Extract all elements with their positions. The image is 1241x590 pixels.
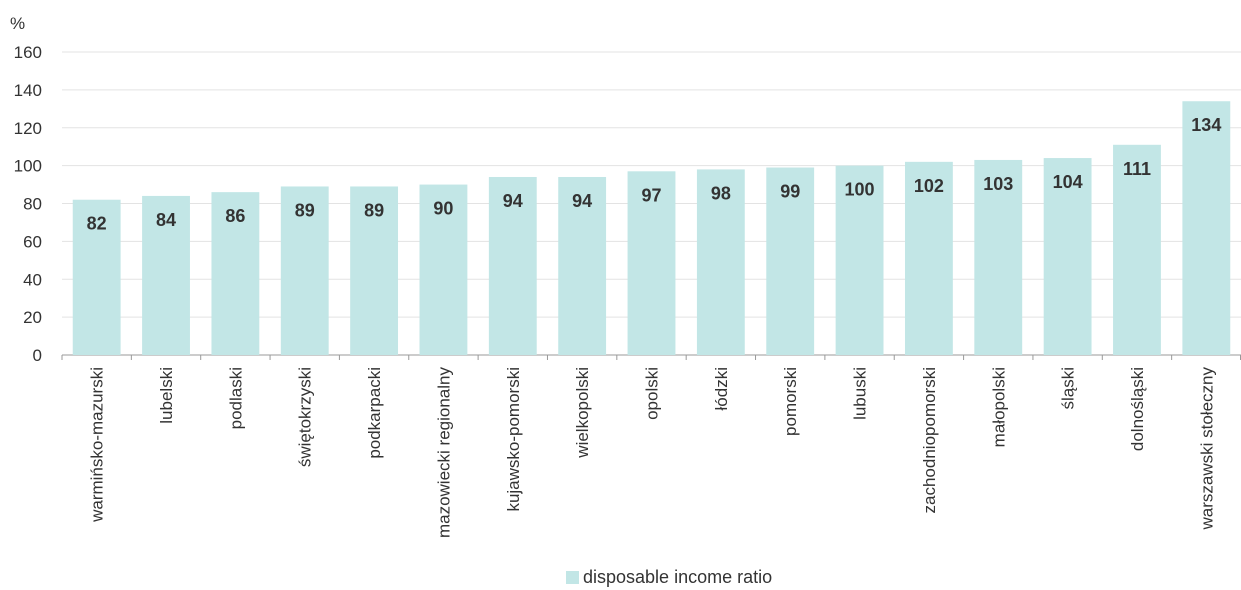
y-tick-label: 60 [23, 232, 42, 251]
bar [627, 171, 676, 355]
x-tick-label: podlaski [226, 367, 245, 429]
y-tick-label: 100 [14, 157, 42, 176]
data-label: 97 [641, 185, 661, 205]
y-tick-label: 120 [14, 119, 42, 138]
x-tick-label: śląski [1059, 367, 1078, 410]
x-tick-label: kujawsko-pomorski [504, 367, 523, 512]
x-tick-label: dolnośląski [1128, 367, 1147, 451]
data-label: 99 [780, 182, 800, 202]
data-label: 94 [572, 191, 592, 211]
data-label: 90 [433, 199, 453, 219]
y-tick-label: 140 [14, 81, 42, 100]
bar [558, 176, 607, 355]
bar [696, 169, 745, 355]
bar [835, 165, 884, 355]
x-tick-label: świętokrzyski [296, 367, 315, 467]
legend-label: disposable income ratio [583, 567, 773, 587]
data-label: 89 [364, 200, 384, 220]
x-tick-label: pomorski [781, 367, 800, 436]
data-label: 103 [983, 174, 1013, 194]
bar [1113, 144, 1161, 355]
data-label: 94 [503, 191, 523, 211]
x-tick-label: mazowiecki regionalny [434, 367, 453, 539]
data-label: 100 [845, 180, 875, 200]
data-label: 111 [1123, 159, 1151, 179]
bar [211, 192, 260, 355]
y-tick-label: 80 [23, 195, 42, 214]
y-tick-label: 160 [14, 43, 42, 62]
y-tick-label: 40 [23, 270, 42, 289]
x-tick-label: lubelski [157, 367, 176, 424]
data-label: 89 [295, 200, 315, 220]
data-label: 102 [914, 176, 944, 196]
bar [419, 184, 468, 355]
data-label: 82 [87, 214, 107, 234]
bar [1182, 101, 1231, 355]
bar [766, 167, 815, 355]
bar [350, 186, 399, 355]
data-label: 98 [711, 183, 731, 203]
bar [904, 161, 953, 355]
y-axis-unit-label: % [10, 14, 26, 33]
bar [974, 159, 1023, 355]
bar [142, 195, 190, 355]
y-tick-label: 0 [33, 346, 42, 365]
x-tick-label: warmińsko-mazurski [88, 367, 107, 523]
y-tick-label: 20 [23, 308, 42, 327]
legend-swatch [566, 571, 579, 584]
x-tick-label: wielkopolski [573, 367, 592, 459]
data-label: 86 [225, 206, 245, 226]
x-tick-label: opolski [643, 367, 662, 420]
x-tick-label: łódzki [712, 367, 731, 410]
x-tick-label: zachodniopomorski [920, 367, 939, 513]
bar [1043, 158, 1092, 355]
data-label: 134 [1191, 115, 1221, 135]
bar [72, 199, 121, 355]
x-tick-label: lubuski [851, 367, 870, 420]
x-tick-label: małopolski [989, 367, 1008, 447]
legend: disposable income ratio [566, 567, 772, 588]
data-label: 84 [156, 210, 176, 230]
bar [488, 176, 537, 355]
x-tick-label: warszawski stołeczny [1197, 367, 1216, 531]
data-label: 104 [1053, 172, 1083, 192]
bar [280, 186, 329, 355]
x-tick-label: podkarpacki [365, 367, 384, 459]
